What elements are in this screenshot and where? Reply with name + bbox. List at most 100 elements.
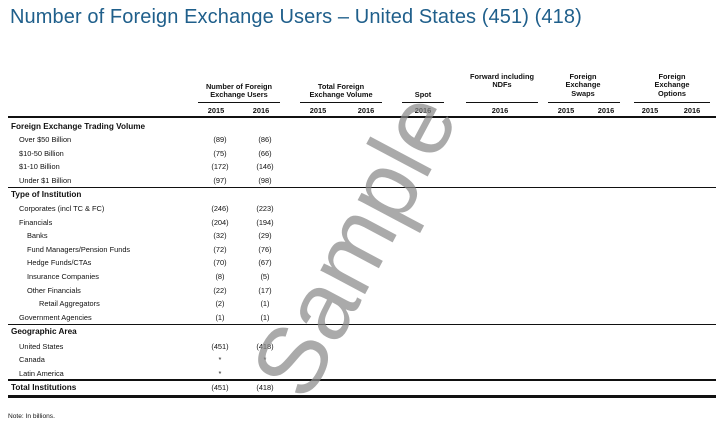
value-2016: (17) bbox=[258, 286, 272, 295]
col-group-underline bbox=[466, 102, 538, 103]
page-title: Number of Foreign Exchange Users – Unite… bbox=[10, 6, 582, 28]
table-row: Insurance Companies (8) (5) bbox=[8, 270, 716, 283]
year-header: 2016 bbox=[414, 106, 432, 115]
row-label: United States bbox=[19, 342, 64, 351]
table-row: Canada * * bbox=[8, 353, 716, 366]
value-2016: (66) bbox=[258, 149, 272, 158]
year-header: 2016 bbox=[357, 106, 375, 115]
value-2015: (246) bbox=[211, 204, 229, 213]
table-row: Latin America * bbox=[8, 367, 716, 380]
col-group-underline bbox=[198, 102, 280, 103]
col-group-underline bbox=[548, 102, 620, 103]
row-label: Canada bbox=[19, 355, 45, 364]
year-header: 2015 bbox=[207, 106, 225, 115]
table-row: Retail Aggregators (2) (1) bbox=[8, 297, 716, 310]
row-label: Government Agencies bbox=[19, 313, 92, 322]
value-2015: (70) bbox=[213, 258, 227, 267]
table-row: Other Financials (22) (17) bbox=[8, 284, 716, 297]
total-2015: (451) bbox=[211, 383, 229, 392]
value-2015: (89) bbox=[213, 135, 227, 144]
value-2016: (29) bbox=[258, 231, 272, 240]
value-2015: (8) bbox=[215, 272, 225, 281]
row-label: Banks bbox=[27, 231, 48, 240]
value-2016: (194) bbox=[256, 218, 274, 227]
table-row: Under $1 Billion (97) (98) bbox=[8, 174, 716, 187]
section-header: Type of Institution bbox=[8, 188, 716, 201]
header-rule bbox=[8, 116, 716, 118]
section-rule bbox=[8, 187, 716, 188]
value-2015: (72) bbox=[213, 245, 227, 254]
value-2016: (418) bbox=[256, 342, 274, 351]
value-2015: * bbox=[218, 355, 222, 364]
section-title: Geographic Area bbox=[11, 327, 77, 336]
value-2016: * bbox=[263, 355, 267, 364]
table-row: Fund Managers/Pension Funds (72) (76) bbox=[8, 243, 716, 256]
year-header: 2015 bbox=[641, 106, 659, 115]
value-2015: * bbox=[218, 369, 222, 378]
table-row: $1-10 Billion (172) (146) bbox=[8, 160, 716, 173]
value-2016: (98) bbox=[258, 176, 272, 185]
value-2015: (32) bbox=[213, 231, 227, 240]
value-2015: (172) bbox=[211, 162, 229, 171]
section-title: Foreign Exchange Trading Volume bbox=[11, 122, 146, 131]
table-row: Financials (204) (194) bbox=[8, 216, 716, 229]
table-row: Hedge Funds/CTAs (70) (67) bbox=[8, 256, 716, 269]
value-2016: (223) bbox=[256, 204, 274, 213]
section-header: Geographic Area bbox=[8, 325, 716, 338]
table-row: Corporates (incl TC & FC) (246) (223) bbox=[8, 202, 716, 215]
value-2016: (67) bbox=[258, 258, 272, 267]
year-header: 2016 bbox=[597, 106, 615, 115]
row-label: Retail Aggregators bbox=[39, 299, 100, 308]
row-label: Hedge Funds/CTAs bbox=[27, 258, 92, 267]
year-header: 2016 bbox=[252, 106, 270, 115]
value-2015: (75) bbox=[213, 149, 227, 158]
total-top-rule bbox=[8, 379, 716, 381]
value-2016: (1) bbox=[260, 299, 270, 308]
row-label: Insurance Companies bbox=[27, 272, 99, 281]
table-row: United States (451) (418) bbox=[8, 340, 716, 353]
row-label: $10-50 Billion bbox=[19, 149, 64, 158]
row-label: Other Financials bbox=[27, 286, 81, 295]
value-2016: (86) bbox=[258, 135, 272, 144]
table-row: Government Agencies (1) (1) bbox=[8, 311, 716, 324]
year-header: 2016 bbox=[683, 106, 701, 115]
value-2015: (451) bbox=[211, 342, 229, 351]
value-2016: (146) bbox=[256, 162, 274, 171]
col-group-swaps: Foreign Exchange Swaps bbox=[565, 72, 601, 98]
value-2015: (204) bbox=[211, 218, 229, 227]
footnote: Note: In billions. bbox=[8, 413, 55, 420]
value-2015: (2) bbox=[215, 299, 225, 308]
col-group-underline bbox=[402, 102, 444, 103]
year-header: 2015 bbox=[309, 106, 327, 115]
col-group-underline bbox=[634, 102, 710, 103]
year-header: 2016 bbox=[491, 106, 509, 115]
total-label: Total Institutions bbox=[11, 383, 77, 392]
value-2016: (5) bbox=[260, 272, 270, 281]
table-row: $10-50 Billion (75) (66) bbox=[8, 147, 716, 160]
col-group-underline bbox=[300, 102, 382, 103]
col-group-forward: Forward including NDFs bbox=[469, 72, 535, 90]
section-header: Foreign Exchange Trading Volume bbox=[8, 120, 716, 133]
table-bottom-rule bbox=[8, 395, 716, 398]
col-group-total-volume: Total Foreign Exchange Volume bbox=[309, 82, 373, 100]
value-2015: (22) bbox=[213, 286, 227, 295]
total-2016: (418) bbox=[256, 383, 274, 392]
section-rule bbox=[8, 324, 716, 325]
row-label: $1-10 Billion bbox=[19, 162, 60, 171]
table-row: Over $50 Billion (89) (86) bbox=[8, 133, 716, 146]
row-label: Fund Managers/Pension Funds bbox=[27, 245, 131, 254]
year-header: 2015 bbox=[557, 106, 575, 115]
value-2015: (1) bbox=[215, 313, 225, 322]
row-label: Under $1 Billion bbox=[19, 176, 72, 185]
table-row: Banks (32) (29) bbox=[8, 229, 716, 242]
section-title: Type of Institution bbox=[11, 190, 82, 199]
row-label: Corporates (incl TC & FC) bbox=[19, 204, 105, 213]
total-row: Total Institutions (451) (418) bbox=[8, 381, 716, 394]
col-group-options: Foreign Exchange Options bbox=[654, 72, 690, 98]
row-label: Financials bbox=[19, 218, 53, 227]
value-2016: (1) bbox=[260, 313, 270, 322]
col-group-spot: Spot bbox=[414, 90, 432, 99]
value-2016: (76) bbox=[258, 245, 272, 254]
row-label: Over $50 Billion bbox=[19, 135, 72, 144]
col-group-users: Number of Foreign Exchange Users bbox=[205, 82, 273, 100]
